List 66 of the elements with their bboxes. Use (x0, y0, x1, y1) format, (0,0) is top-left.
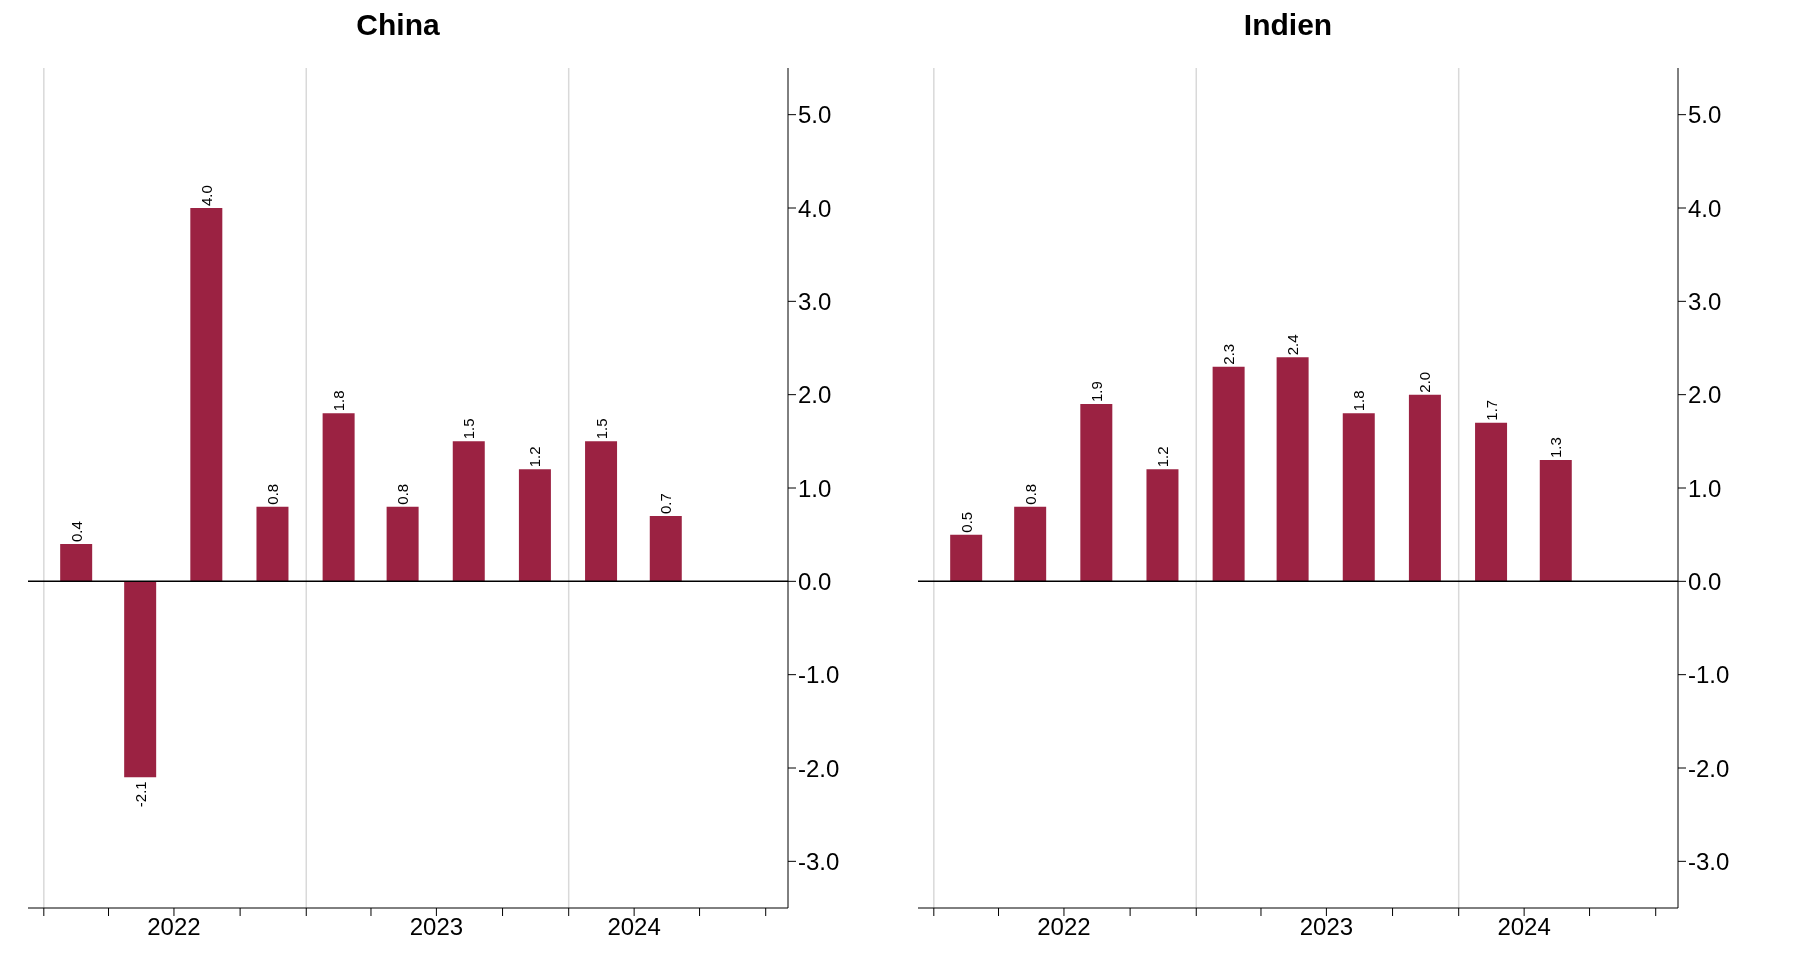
data-label: -2.1 (131, 781, 149, 808)
data-label: 4.0 (197, 185, 215, 206)
bar (452, 441, 485, 582)
x-tick-label: 2022 (147, 913, 201, 941)
data-label: 1.7 (1482, 399, 1500, 421)
x-tick-label: 2024 (607, 913, 661, 941)
chart-title: Indien (1242, 8, 1334, 43)
data-label: 0.4 (67, 521, 85, 542)
y-tick-label: -2.0 (798, 754, 840, 782)
x-tick-label: 2023 (409, 913, 464, 941)
bar (649, 516, 682, 582)
bar (190, 208, 223, 582)
bar (1014, 506, 1047, 582)
x-tick-label: 2024 (1497, 913, 1551, 941)
data-label: 1.2 (1153, 446, 1171, 468)
data-label: 2.0 (1416, 371, 1434, 393)
data-label: 1.2 (526, 446, 544, 468)
data-label: 1.8 (330, 390, 348, 412)
data-label: 1.5 (460, 418, 478, 440)
bar (60, 544, 93, 582)
data-label: 1.5 (592, 418, 610, 440)
bar (1212, 366, 1245, 582)
bar (518, 469, 551, 582)
data-label: 1.9 (1087, 381, 1105, 402)
data-label: 1.8 (1350, 390, 1368, 412)
data-label: 2.3 (1220, 343, 1238, 365)
bar (950, 534, 983, 582)
y-tick-label: 4.0 (1688, 194, 1722, 222)
data-label: 0.8 (394, 483, 412, 505)
data-label: 0.8 (1021, 483, 1039, 505)
y-tick-label: 1.0 (1688, 474, 1722, 502)
data-label: 2.4 (1284, 334, 1302, 356)
y-tick-label: 5.0 (1688, 101, 1722, 129)
bar (1276, 357, 1309, 582)
bar (124, 581, 157, 778)
chart-title: China (355, 8, 441, 43)
y-tick-label: -1.0 (1688, 661, 1730, 689)
bar (322, 413, 355, 582)
x-tick-label: 2022 (1037, 913, 1091, 941)
data-label: 0.5 (957, 511, 975, 533)
y-tick-label: -3.0 (798, 847, 840, 875)
data-label: 0.7 (657, 493, 675, 514)
y-tick-label: 0.0 (1688, 567, 1722, 595)
data-label: 0.8 (263, 483, 281, 505)
y-tick-label: 2.0 (1688, 381, 1722, 409)
y-tick-label: -3.0 (1688, 847, 1730, 875)
y-tick-label: -2.0 (1688, 754, 1730, 782)
y-tick-label: 2.0 (798, 381, 832, 409)
bar (1146, 469, 1179, 582)
y-tick-label: 0.0 (798, 567, 832, 595)
y-tick-label: 3.0 (798, 287, 832, 315)
bar (1539, 460, 1572, 582)
bar (256, 506, 289, 582)
bar (386, 506, 419, 582)
bar (1408, 394, 1441, 582)
bar (1342, 413, 1375, 582)
x-tick-label: 2023 (1299, 913, 1354, 941)
y-tick-label: 3.0 (1688, 287, 1722, 315)
bar (1080, 404, 1113, 582)
y-tick-label: 4.0 (798, 194, 832, 222)
bar (1475, 422, 1508, 582)
data-label: 1.3 (1547, 437, 1565, 458)
y-tick-label: -1.0 (798, 661, 840, 689)
y-tick-label: 5.0 (798, 101, 832, 129)
y-tick-label: 1.0 (798, 474, 832, 502)
bar (585, 441, 618, 582)
